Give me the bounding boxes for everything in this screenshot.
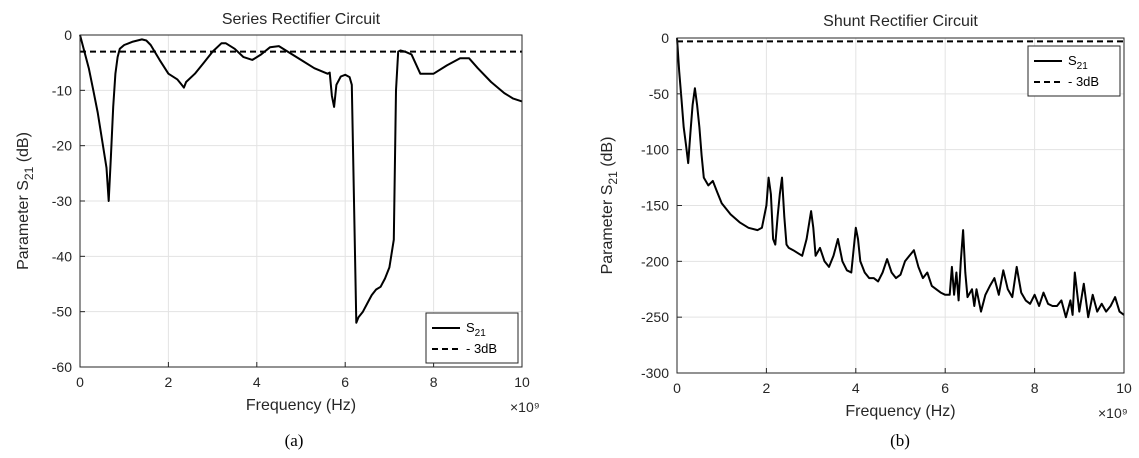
y-axis-label-subscript: 21 (606, 171, 620, 185)
chart-panel-a: 0 2 4 6 8 10 0 -10 -20 -30 -40 -50 -60 Series Rectifi… (15, 11, 540, 450)
legend-label-3db: - 3dB (466, 341, 497, 356)
y-tick-label: -300 (641, 365, 669, 381)
x-tick-label: 4 (253, 374, 261, 390)
legend-label-3db: - 3dB (1068, 74, 1099, 89)
x-tick-label: 2 (763, 380, 771, 396)
x-tick-label: 0 (76, 374, 84, 390)
legend-label-subscript: 21 (1077, 61, 1089, 72)
chart-title: Shunt Rectifier Circuit (823, 13, 978, 30)
y-tick-label: -50 (52, 304, 72, 320)
y-tick-label: -20 (52, 138, 72, 154)
x-tick-label: 6 (341, 374, 349, 390)
y-axis-label-unit: (dB) (599, 137, 616, 172)
y-tick-label: -250 (641, 309, 669, 325)
panel-caption: (b) (890, 431, 910, 450)
x-tick-label: 8 (430, 374, 438, 390)
y-axis-label: Parameter S21 (dB) (599, 137, 620, 275)
legend-label-s21: S21 (1068, 53, 1088, 72)
x-axis-label: Frequency (Hz) (845, 403, 955, 420)
legend-label-s21: S21 (466, 320, 486, 339)
legend-label-main: - 3dB (466, 341, 497, 356)
y-tick-label: 0 (64, 27, 72, 43)
x-tick-label: 0 (673, 380, 681, 396)
x-tick-label: 10 (1116, 380, 1132, 396)
x-axis-exponent: ×10⁹ (510, 399, 540, 415)
panel-caption: (a) (285, 431, 304, 450)
legend: S21 - 3dB (425, 312, 519, 364)
y-tick-label: -150 (641, 198, 669, 214)
y-tick-label: -60 (52, 359, 72, 375)
legend-label-main: - 3dB (1068, 74, 1099, 89)
series-line-s21 (676, 37, 1125, 319)
y-tick-label: 0 (661, 30, 669, 46)
y-axis-label: Parameter S21 (dB) (15, 132, 36, 270)
x-tick-label: 6 (941, 380, 949, 396)
y-axis-label-main: Parameter S (15, 180, 32, 270)
legend: S21 - 3dB (1027, 45, 1121, 97)
legend-box (425, 312, 519, 364)
chart-panel-b: 0 2 4 6 8 10 0 -50 -100 -150 -200 -250 -300 Shunt Rec… (599, 13, 1132, 450)
legend-label-main: S (1068, 53, 1077, 68)
y-tick-label: -10 (52, 82, 72, 98)
y-tick-label: -100 (641, 142, 669, 158)
legend-box (1027, 45, 1121, 97)
legend-label-subscript: 21 (475, 328, 487, 339)
y-axis-label-subscript: 21 (22, 166, 36, 180)
y-tick-label: -200 (641, 253, 669, 269)
x-tick-label: 10 (514, 374, 530, 390)
chart-title: Series Rectifier Circuit (222, 11, 381, 28)
y-axis-label-unit: (dB) (15, 132, 32, 167)
legend-label-main: S (466, 320, 475, 335)
x-tick-label: 2 (165, 374, 173, 390)
x-tick-label: 4 (852, 380, 860, 396)
y-tick-label: -30 (52, 193, 72, 209)
x-axis-exponent: ×10⁹ (1098, 405, 1128, 421)
x-tick-label: 8 (1031, 380, 1039, 396)
y-tick-label: -50 (649, 86, 669, 102)
series-line-s21 (79, 34, 523, 324)
y-tick-label: -40 (52, 248, 72, 264)
x-axis-label: Frequency (Hz) (246, 397, 356, 414)
y-axis-label-main: Parameter S (599, 185, 616, 275)
